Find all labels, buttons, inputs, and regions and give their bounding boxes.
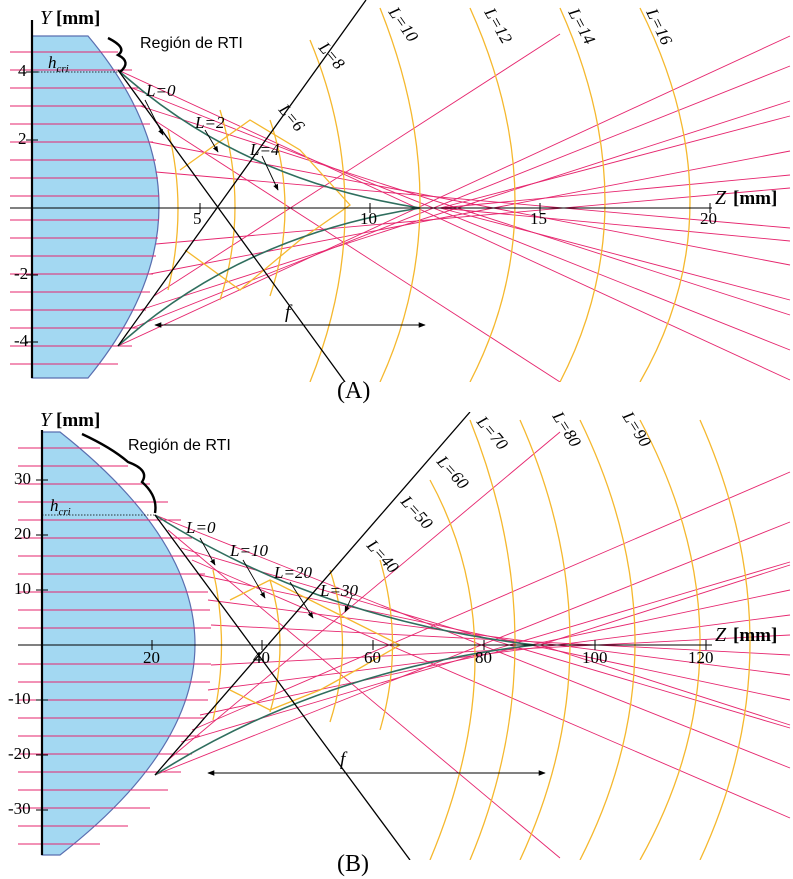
brace-a	[107, 36, 127, 73]
brace-b	[81, 432, 157, 514]
L-label-a-7: L=14	[564, 4, 599, 48]
y-tick-label-b-5: -30	[8, 799, 31, 818]
wavefronts-b	[212, 419, 751, 860]
refracted-rays-a	[117, 33, 791, 382]
z-tick-label-a-3: 20	[700, 209, 717, 228]
y-tick-label-b-3: -10	[8, 689, 31, 708]
L-label-a-1: L=2	[194, 113, 225, 132]
z-tick-label-a-2: 15	[530, 209, 547, 228]
panel-caption-b: (B)	[337, 851, 369, 877]
z-ticks-a	[199, 203, 711, 213]
L-label-a-5: L=10	[384, 3, 422, 46]
y-tick-label-a-2: -2	[14, 264, 28, 283]
z-tick-label-b-5: 120	[688, 648, 714, 667]
z-tick-label-b-1: 40	[253, 648, 270, 667]
y-tick-label-b-2: 10	[14, 579, 31, 598]
y-axis-unit-b: [mm]	[56, 410, 100, 431]
L-label-b-1: L=10	[229, 541, 268, 560]
y-tick-label-a-3: -4	[14, 331, 29, 350]
L-label-b-6: L=60	[432, 451, 473, 493]
z-axis-name-a: Z	[715, 187, 727, 209]
L-label-a-3: L=6	[274, 100, 308, 136]
z-tick-label-b-3: 80	[475, 648, 492, 667]
L-label-b-0: L=0	[185, 518, 216, 537]
y-tick-label-a-1: 2	[18, 129, 27, 148]
focal-label-a: f	[285, 302, 293, 323]
L-label-a-4: L=8	[314, 38, 348, 74]
L-label-b-3: L=30	[319, 581, 358, 600]
L-label-a-6: L=12	[480, 4, 516, 48]
lens-body-b	[41, 431, 196, 856]
y-axis-name-a: Y	[40, 7, 53, 29]
panel-a: 4 2 -2 -4 5 10 15 20 Y [mm] Z [mm] Regió…	[10, 0, 791, 404]
z-axis-unit-b: [mm]	[733, 625, 777, 646]
z-tick-label-a-1: 10	[360, 209, 377, 228]
wavefronts-a	[167, 7, 691, 382]
L-label-b-9: L=90	[618, 407, 655, 451]
y-ticks-a	[26, 71, 38, 343]
L-label-a-0: L=0	[145, 81, 176, 100]
y-tick-label-b-4: -20	[8, 744, 31, 763]
y-axis-unit-a: [mm]	[56, 8, 100, 29]
z-ticks-b	[151, 640, 707, 650]
L-label-a-2: L=4	[249, 140, 280, 159]
panel-b: 30 20 10 -10 -20 -30 20 40 60 80 100 120…	[8, 407, 791, 877]
y-ticks-b	[36, 479, 48, 811]
panel-caption-a: (A)	[337, 378, 370, 404]
pointer-arrows-b	[199, 537, 353, 619]
region-label-a: Región de RTI	[140, 35, 243, 52]
L-label-b-2: L=20	[273, 563, 312, 582]
construction-lines-b	[154, 412, 471, 860]
L-label-a-8: L=16	[642, 5, 676, 49]
focal-label-b: f	[340, 749, 348, 770]
h-cri-label-b: hcri	[50, 496, 71, 518]
lens-body-a	[31, 35, 160, 379]
y-axis-name-b: Y	[40, 409, 53, 431]
incident-rays-a	[10, 51, 159, 365]
region-label-b: Región de RTI	[128, 437, 231, 454]
L-label-b-8: L=80	[548, 407, 585, 451]
z-tick-label-b-0: 20	[143, 648, 160, 667]
z-tick-label-b-2: 60	[364, 648, 381, 667]
y-tick-label-a-0: 4	[18, 61, 27, 80]
pointer-arrows-a	[144, 99, 279, 191]
h-cri-label-a: hcri	[48, 53, 69, 75]
L-label-b-5: L=50	[396, 491, 437, 533]
z-tick-label-b-4: 100	[582, 648, 608, 667]
y-tick-label-b-0: 30	[14, 469, 31, 488]
z-tick-label-a-0: 5	[193, 209, 202, 228]
z-axis-name-b: Z	[715, 624, 727, 646]
z-axis-unit-a: [mm]	[733, 188, 777, 209]
y-tick-label-b-1: 20	[14, 524, 31, 543]
L-label-b-7: L=70	[472, 412, 512, 454]
